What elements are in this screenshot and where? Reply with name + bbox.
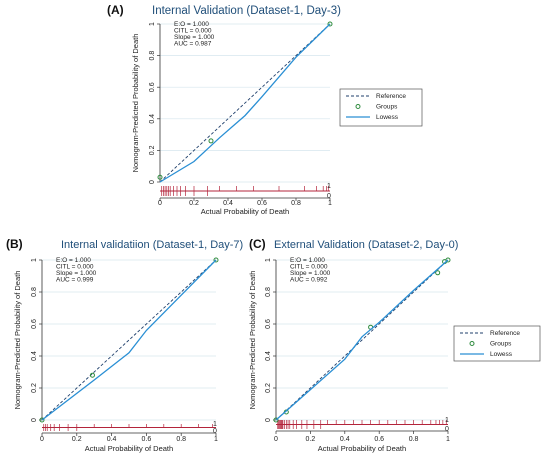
rug-one-label: 1 [213,421,217,428]
stats-annotation: AUC = 0.992 [290,277,328,284]
stats-annotation: AUC = 0.999 [56,277,94,284]
y-axis-label: Nomogram-Predicted Probability of Death [13,271,22,410]
x-tick-label: 0.6 [374,436,384,443]
chart-title: Internal validatiion (Dataset-1, Day-7) [61,239,243,251]
x-tick-label: 0.2 [189,200,199,207]
groups-point [445,257,451,263]
y-tick-label: 1 [265,258,272,262]
stats-annotation: Slope = 1.000 [56,270,97,277]
lowess-line [41,259,217,421]
x-tick-label: 0.2 [306,436,316,443]
stats-annotation: AUC = 0.987 [174,41,212,48]
groups-point [39,417,45,423]
x-axis-label: Actual Probability of Death [85,444,173,453]
y-tick-label: 0.6 [31,319,38,329]
y-tick-label: 0 [149,180,156,184]
legend-groups-swatch [469,341,475,346]
reference-line [275,259,449,421]
groups-point [273,417,279,423]
y-tick-label: 0.4 [149,114,156,124]
stats-annotation: CITL = 0.000 [290,264,328,271]
stats-annotation: CITL = 0.000 [174,28,212,35]
x-tick-label: 0.6 [142,436,152,443]
groups-point [208,138,214,144]
stats-annotation: E:O = 1.000 [174,21,209,28]
rug-one-label: 1 [445,417,449,424]
stats-annotation: Slope = 1.000 [290,270,331,277]
y-axis-label: Nomogram-Predicted Probability of Death [248,271,257,410]
calibration-plot-2: (B) Internal validatiion (Dataset-1, Day-… [6,237,243,453]
chart-title: External Validation (Dataset-2, Day-0) [274,239,458,251]
x-tick-label: 0 [274,436,278,443]
y-tick-label: 0.6 [265,319,272,329]
y-tick-label: 0.2 [149,145,156,155]
groups-point [89,372,95,378]
rug-zero-label: 0 [445,426,449,433]
chart-title: Internal Validation (Dataset-1, Day-3) [152,5,341,17]
x-tick-label: 0.8 [291,200,301,207]
calibration-plot-1: (A) Internal Validation (Dataset-1, Day-3… [107,3,423,216]
panel-label: (B) [6,237,23,251]
y-tick-label: 1 [149,22,156,26]
y-tick-label: 0.8 [31,287,38,297]
groups-point [327,21,333,27]
x-axis-label: Actual Probability of Death [201,207,289,216]
x-axis-label: Actual Probability of Death [318,444,406,453]
y-tick-label: 0.8 [149,51,156,61]
x-tick-label: 0.4 [107,436,117,443]
x-tick-label: 0.4 [223,200,233,207]
y-tick-label: 0.4 [265,351,272,361]
rug-zero-label: 0 [213,428,217,435]
legend-groups-swatch [355,104,361,109]
x-tick-label: 1 [328,200,332,207]
x-tick-label: 0.6 [257,200,267,207]
y-tick-label: 0.2 [31,383,38,393]
groups-point [157,174,163,180]
groups-point [213,257,219,263]
legend-box [339,88,423,127]
stats-annotation: E:O = 1.000 [56,257,91,264]
y-tick-label: 0.8 [265,287,272,297]
rug-one-label: 1 [327,183,331,190]
panel-label: (C) [249,237,266,251]
x-tick-label: 0.4 [340,436,350,443]
y-tick-label: 0 [31,418,38,422]
legend-entry: Reference [490,330,520,337]
y-axis-label: Nomogram-Predicted Probability of Death [131,34,140,173]
legend-box [453,325,541,362]
x-tick-label: 0 [40,436,44,443]
x-tick-label: 0.8 [176,436,186,443]
y-tick-label: 1 [31,258,38,262]
x-tick-label: 1 [214,436,218,443]
x-tick-label: 1 [446,436,450,443]
x-tick-label: 0 [158,200,162,207]
groups-point [435,270,441,276]
reference-line [41,259,217,421]
reference-line [159,23,331,183]
y-tick-label: 0.6 [149,82,156,92]
stats-annotation: E:O = 1.000 [290,257,325,264]
x-tick-label: 0.8 [409,436,419,443]
lowess-line [275,259,449,421]
y-tick-label: 0.4 [31,351,38,361]
legend-entry: Lowess [376,114,399,121]
legend-entry: Groups [376,104,398,111]
y-tick-label: 0.2 [265,383,272,393]
lowess-line [159,23,331,183]
stats-annotation: Slope = 1.000 [174,34,215,41]
legend-entry: Lowess [490,351,513,358]
y-tick-label: 0 [265,418,272,422]
rug-zero-label: 0 [327,193,331,200]
x-tick-label: 0.2 [72,436,82,443]
calibration-plot-3: (C) External Validation (Dataset-2, Day-0… [248,237,541,453]
legend-entry: Groups [490,341,512,348]
panel-label: (A) [107,3,124,17]
legend-entry: Reference [376,93,406,100]
stats-annotation: CITL = 0.000 [56,264,94,271]
